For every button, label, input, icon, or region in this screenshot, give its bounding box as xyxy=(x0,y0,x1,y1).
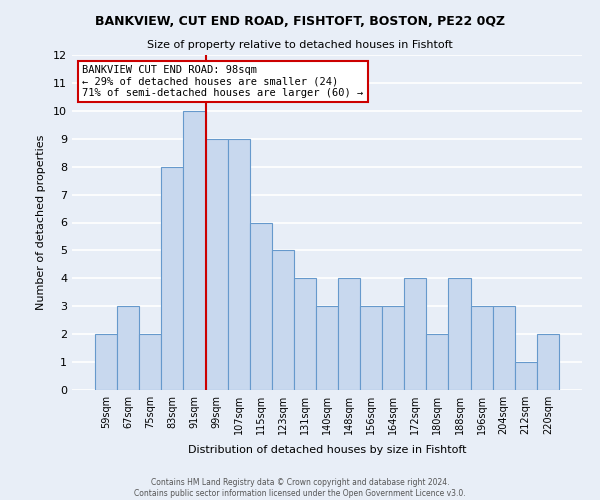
Bar xyxy=(537,334,559,390)
X-axis label: Distribution of detached houses by size in Fishtoft: Distribution of detached houses by size … xyxy=(188,446,466,456)
Bar xyxy=(139,334,161,390)
Bar xyxy=(448,278,470,390)
Bar xyxy=(427,334,448,390)
Bar xyxy=(95,334,117,390)
Text: Contains HM Land Registry data © Crown copyright and database right 2024.
Contai: Contains HM Land Registry data © Crown c… xyxy=(134,478,466,498)
Bar xyxy=(493,306,515,390)
Bar xyxy=(206,139,227,390)
Bar xyxy=(515,362,537,390)
Bar xyxy=(272,250,294,390)
Bar xyxy=(294,278,316,390)
Bar xyxy=(382,306,404,390)
Text: BANKVIEW, CUT END ROAD, FISHTOFT, BOSTON, PE22 0QZ: BANKVIEW, CUT END ROAD, FISHTOFT, BOSTON… xyxy=(95,15,505,28)
Bar xyxy=(161,166,184,390)
Bar xyxy=(404,278,427,390)
Bar xyxy=(316,306,338,390)
Bar xyxy=(227,139,250,390)
Y-axis label: Number of detached properties: Number of detached properties xyxy=(36,135,46,310)
Bar xyxy=(250,222,272,390)
Bar xyxy=(184,111,206,390)
Bar xyxy=(117,306,139,390)
Text: BANKVIEW CUT END ROAD: 98sqm
← 29% of detached houses are smaller (24)
71% of se: BANKVIEW CUT END ROAD: 98sqm ← 29% of de… xyxy=(82,65,364,98)
Bar xyxy=(360,306,382,390)
Bar xyxy=(338,278,360,390)
Bar xyxy=(470,306,493,390)
Text: Size of property relative to detached houses in Fishtoft: Size of property relative to detached ho… xyxy=(147,40,453,50)
